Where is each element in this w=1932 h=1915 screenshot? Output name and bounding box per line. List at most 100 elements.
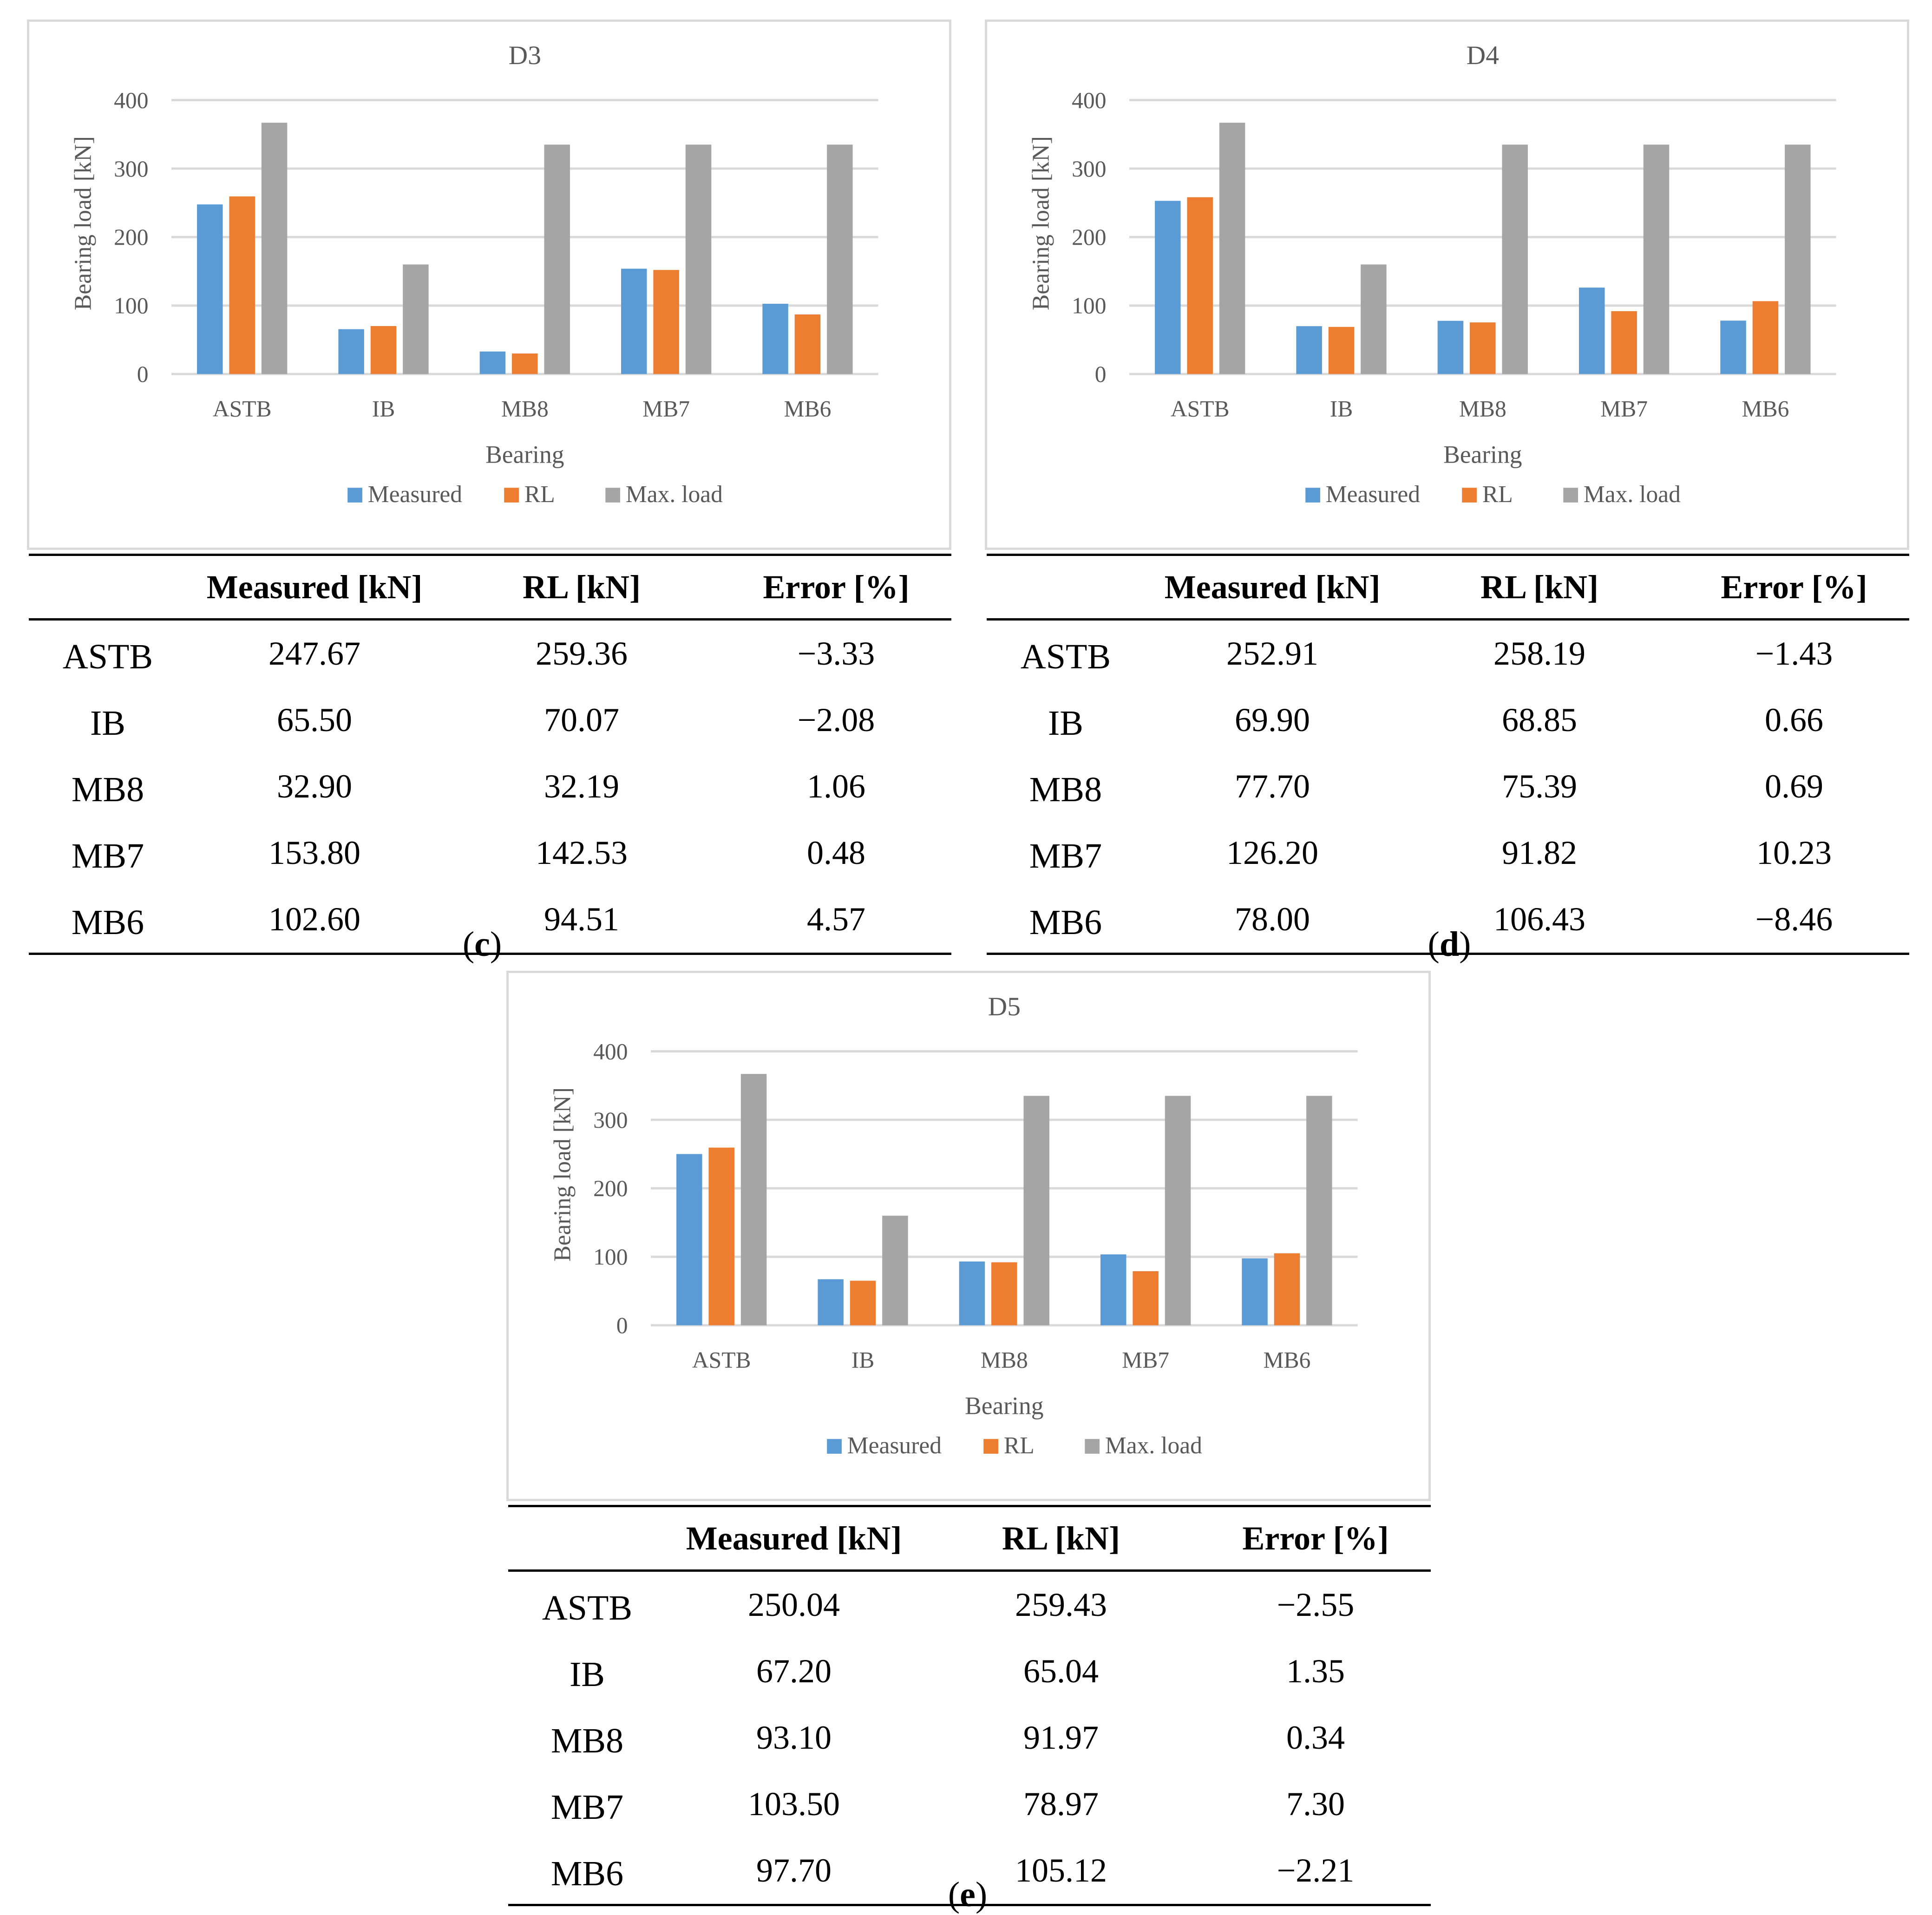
- table-row-label: ASTB: [62, 637, 153, 676]
- legend-swatch-max-load: [1085, 1439, 1100, 1454]
- bar-rl-mb8: [991, 1262, 1017, 1326]
- table-row: MB6 102.60 94.51 4.57: [29, 886, 951, 955]
- table-cell: 67.20: [756, 1653, 832, 1690]
- y-tick-label: 0: [1095, 361, 1107, 387]
- bar-rl-mb6: [1274, 1253, 1300, 1326]
- table-cell: 7.30: [1286, 1785, 1345, 1823]
- chart-d5: D5 0 100 200 300 400 ASTB IB MB8 MB7 MB6 Bearing Bea…: [506, 971, 1431, 1501]
- table-header-error: Error [%]: [721, 554, 951, 621]
- table-cell: −3.33: [797, 635, 875, 672]
- bar-max-load-mb6: [1306, 1096, 1332, 1326]
- bar-rl-mb7: [653, 270, 679, 374]
- table-row: ASTB 247.67 259.36 −3.33: [29, 620, 951, 687]
- y-tick-label: 300: [1072, 156, 1106, 182]
- legend-label-max-load: Max. load: [1105, 1432, 1202, 1459]
- table-cell: −1.43: [1755, 635, 1833, 672]
- bar-measured-mb6: [1720, 320, 1746, 374]
- bar-max-load-mb8: [1502, 144, 1528, 374]
- table-row: MB6 97.70 105.12 −2.21: [508, 1837, 1431, 1906]
- table-cell: 0.69: [1765, 768, 1823, 805]
- x-tick-label: MB6: [1263, 1347, 1310, 1373]
- chart-title: D4: [1467, 41, 1499, 70]
- y-tick-label: 200: [1072, 224, 1106, 250]
- table-cell: 65.50: [277, 701, 352, 739]
- x-tick-label: MB7: [642, 396, 690, 421]
- legend-swatch-max-load: [605, 488, 621, 503]
- table-cell: 0.48: [807, 834, 865, 871]
- table-cell: 102.60: [187, 886, 442, 955]
- table-header-blank: [508, 1505, 666, 1572]
- table-header-measured-kn: Measured [kN]: [1145, 554, 1400, 621]
- bar-rl-ib: [1328, 327, 1355, 374]
- legend-swatch-rl: [1462, 488, 1477, 503]
- table-cell: 258.19: [1493, 635, 1585, 672]
- y-tick-label: 100: [114, 293, 148, 319]
- table-row-label: IB: [1048, 704, 1083, 743]
- bar-measured-mb8: [479, 351, 506, 374]
- y-axis-label: Bearing load [kN]: [550, 1087, 576, 1261]
- table-header-error: Error [%]: [1200, 1505, 1431, 1572]
- bar-rl-astb: [708, 1147, 734, 1326]
- table-cell: 252.91: [1226, 635, 1318, 672]
- y-tick-label: 0: [137, 361, 149, 387]
- bar-rl-mb7: [1133, 1271, 1159, 1326]
- y-tick-label: 300: [593, 1107, 628, 1133]
- table-cell: 32.90: [277, 768, 352, 805]
- bar-max-load-ib: [882, 1216, 908, 1326]
- bar-measured-mb8: [959, 1261, 985, 1326]
- table-cell: −2.55: [1277, 1586, 1355, 1623]
- caption-e: (e): [948, 1875, 988, 1914]
- legend-label-measured: Measured: [1326, 481, 1420, 508]
- legend-swatch-measured: [827, 1439, 842, 1454]
- bar-max-load-ib: [1361, 264, 1387, 374]
- bar-measured-astb: [676, 1154, 702, 1326]
- table-row: MB7 126.20 91.82 10.23: [987, 820, 1909, 886]
- table-header-rl-kn: RL [kN]: [922, 1505, 1200, 1572]
- table-row-label: MB6: [987, 886, 1145, 955]
- bar-max-load-astb: [1219, 123, 1245, 374]
- table-cell: 259.43: [1015, 1586, 1107, 1623]
- table-cell: 103.50: [748, 1785, 840, 1823]
- table-row: MB8 77.70 75.39 0.69: [987, 753, 1909, 820]
- x-axis-label: Bearing: [1443, 441, 1522, 469]
- bar-max-load-mb8: [1023, 1096, 1049, 1326]
- x-tick-label: ASTB: [1171, 396, 1230, 421]
- bar-measured-mb7: [1100, 1254, 1126, 1326]
- table-header-row: Measured [kN] RL [kN] Error [%]: [508, 1505, 1431, 1572]
- table-cell: 69.90: [1235, 701, 1310, 739]
- legend-swatch-rl: [983, 1439, 998, 1454]
- bar-measured-ib: [338, 329, 364, 374]
- y-tick-label: 0: [616, 1313, 628, 1338]
- table-cell: 105.12: [922, 1837, 1200, 1906]
- x-tick-label: IB: [1330, 396, 1353, 421]
- bar-max-load-mb6: [827, 144, 853, 374]
- x-tick-label: MB8: [981, 1347, 1028, 1373]
- table-header-measured-kn: Measured [kN]: [666, 1505, 922, 1572]
- table-header-row: Measured [kN] RL [kN] Error [%]: [987, 554, 1909, 621]
- chart-title: D5: [988, 992, 1021, 1021]
- table-cell: 65.04: [1023, 1653, 1099, 1690]
- chart-d5-svg: D5 0 100 200 300 400 ASTB IB MB8 MB7 MB6 Bearing Bea…: [550, 992, 1358, 1459]
- x-axis-label: Bearing: [965, 1392, 1043, 1420]
- y-tick-label: 400: [1072, 87, 1106, 113]
- y-tick-label: 200: [593, 1176, 628, 1201]
- bar-measured-astb: [1155, 201, 1181, 374]
- bar-max-load-astb: [740, 1074, 767, 1326]
- table-row: ASTB 250.04 259.43 −2.55: [508, 1571, 1431, 1639]
- y-tick-label: 100: [593, 1244, 628, 1270]
- table-row-label: MB6: [508, 1837, 666, 1906]
- table-cell: 153.80: [269, 834, 360, 871]
- table-cell: 75.39: [1502, 768, 1577, 805]
- bar-measured-ib: [1296, 326, 1322, 374]
- caption-d: (d): [1428, 925, 1471, 964]
- table-header-row: Measured [kN] RL [kN] Error [%]: [29, 554, 951, 621]
- table-row: IB 65.50 70.07 −2.08: [29, 687, 951, 753]
- bar-rl-mb7: [1611, 311, 1637, 374]
- y-axis-label: Bearing load [kN]: [70, 136, 97, 310]
- bar-rl-mb6: [1752, 301, 1779, 374]
- bar-measured-mb6: [762, 304, 788, 374]
- legend-label-rl: RL: [1004, 1432, 1035, 1459]
- x-tick-label: MB6: [1742, 396, 1789, 421]
- bar-rl-ib: [370, 326, 397, 374]
- table-row-label: IB: [570, 1655, 605, 1694]
